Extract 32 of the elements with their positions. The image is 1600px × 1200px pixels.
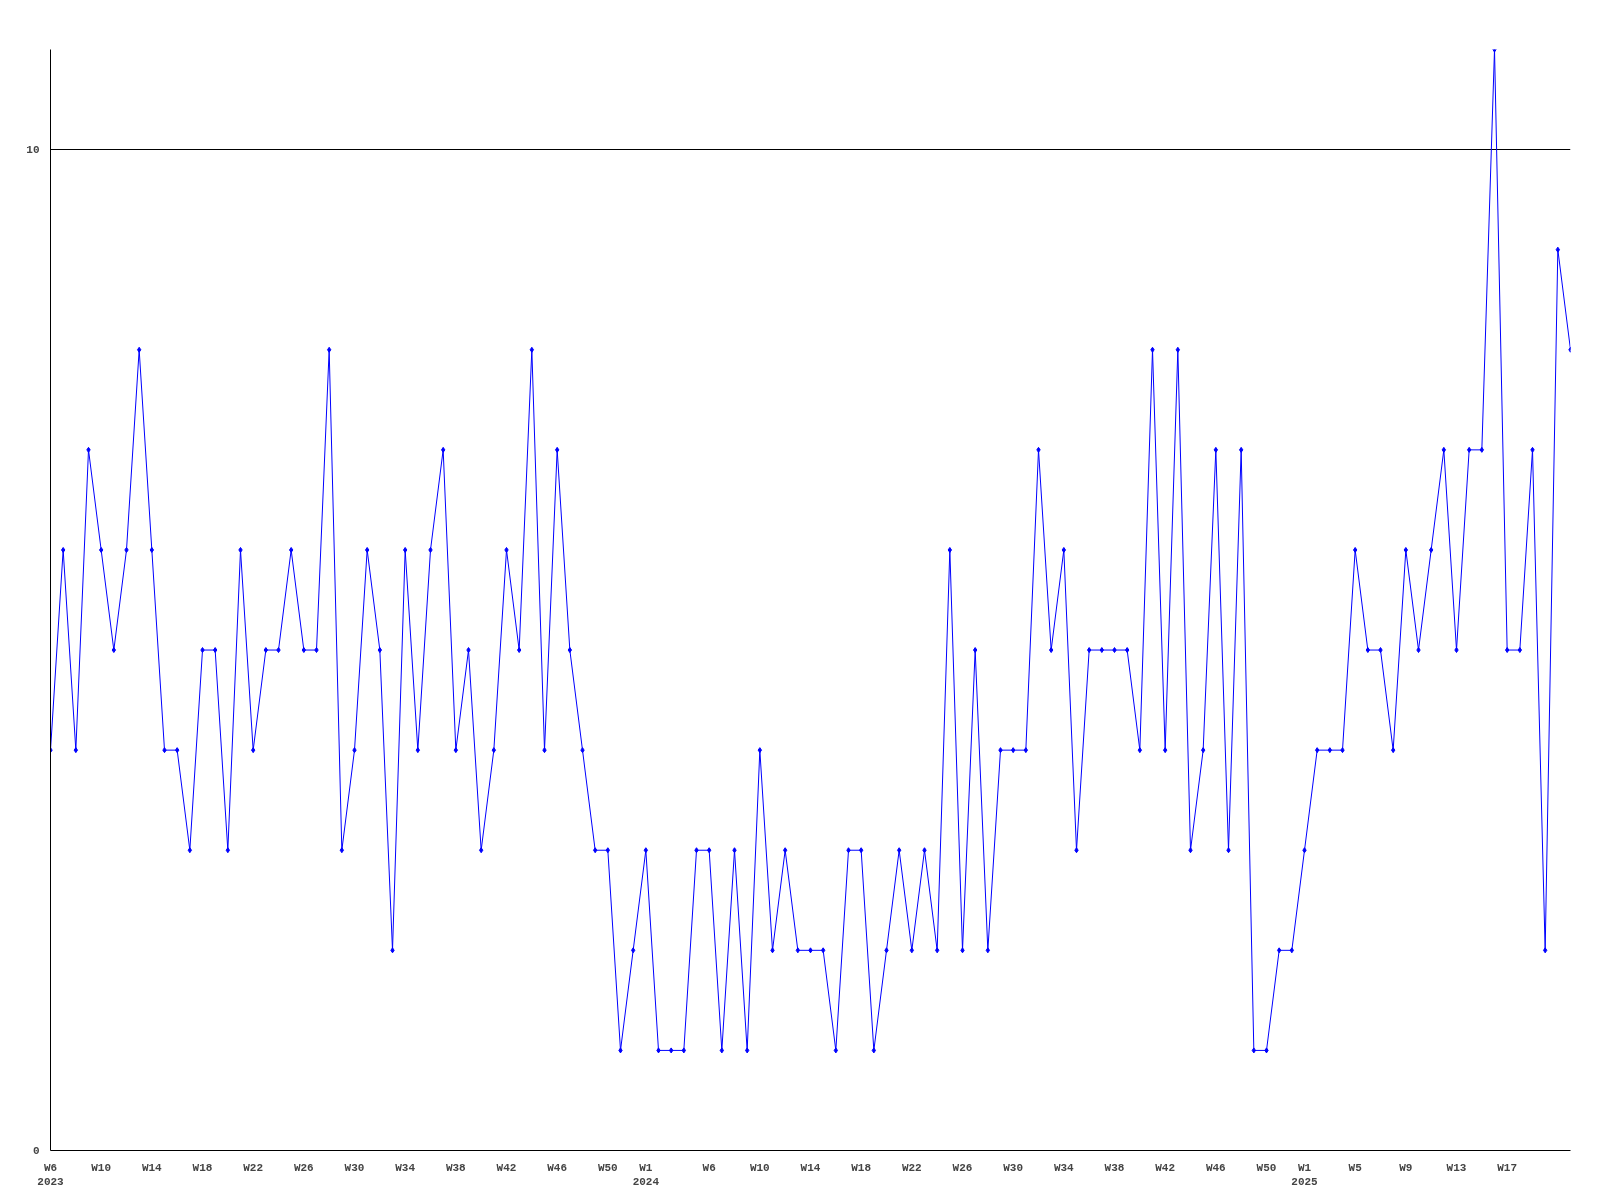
x-tick-label: W26: [952, 1161, 973, 1174]
x-tick-label: W34: [395, 1161, 416, 1174]
x-tick-label: W38: [1104, 1161, 1125, 1174]
x-tick-label: W42: [496, 1161, 517, 1174]
x-tick-label: W34: [1053, 1161, 1075, 1174]
x-tick-label: W46: [547, 1161, 568, 1174]
x-tick-label: W22: [901, 1161, 922, 1174]
x-tick-label: W10: [91, 1161, 112, 1174]
x-tick-label: W10: [749, 1161, 770, 1174]
x-tick-label: W30: [1003, 1161, 1024, 1174]
x-tick-label: W50: [597, 1161, 618, 1174]
x-tick-label: W1 2024: [632, 1161, 660, 1188]
x-tick-label: W26: [293, 1161, 314, 1174]
x-tick-label: W46: [1205, 1161, 1226, 1174]
y-tick-label: 10: [26, 144, 40, 157]
x-tick-label: W1 2025: [1291, 1161, 1319, 1188]
x-tick-label: W13: [1446, 1161, 1467, 1174]
x-tick-label: W5: [1348, 1161, 1363, 1174]
x-tick-label: W18: [192, 1161, 213, 1174]
x-tick-label: W42: [1155, 1161, 1176, 1174]
y-tick-label: 0: [32, 1145, 40, 1157]
x-tick-label: W50: [1256, 1161, 1277, 1174]
x-tick-label: W14: [800, 1161, 821, 1174]
x-tick-label: W18: [851, 1161, 872, 1174]
x-tick-label: W6: [702, 1161, 716, 1174]
x-tick-label: W30: [344, 1161, 365, 1174]
x-tick-label: W22: [243, 1161, 264, 1174]
x-tick-label: W9: [1399, 1161, 1413, 1174]
x-tick-label: W17: [1497, 1161, 1518, 1174]
x-tick-label: W6 2023: [37, 1161, 65, 1188]
x-tick-label: W38: [445, 1161, 467, 1174]
x-tick-label: W14: [141, 1161, 163, 1174]
